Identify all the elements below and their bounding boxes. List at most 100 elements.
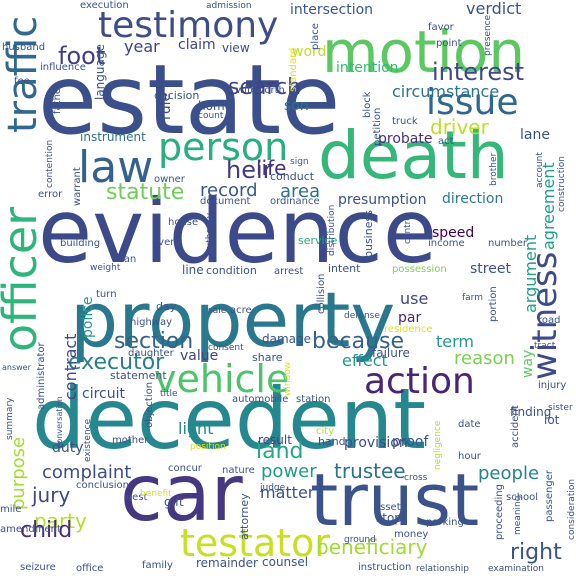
- word-injury: injury: [538, 380, 566, 391]
- word-tract: tract: [534, 341, 556, 351]
- word-effect: effect: [342, 351, 388, 370]
- word-defense: defense: [344, 311, 380, 321]
- word-intention: intention: [336, 60, 399, 76]
- word-property: property: [70, 275, 395, 364]
- word-favor: favor: [428, 22, 455, 33]
- word-husband: husband: [2, 42, 45, 53]
- word-consideration: consideration: [567, 479, 576, 540]
- word-passenger: passenger: [544, 469, 555, 522]
- word-place: place: [310, 23, 321, 50]
- word-money: money: [394, 529, 428, 540]
- word-duty: duty: [52, 440, 84, 456]
- word-house: house: [168, 217, 198, 228]
- word-road: road: [538, 315, 561, 326]
- word-right: right: [510, 540, 562, 565]
- word-relationship: relationship: [416, 564, 469, 574]
- word-traffic: traffic: [0, 16, 46, 133]
- word-ordinance: ordinance: [270, 196, 320, 207]
- word-daughter: daughter: [128, 348, 175, 359]
- word-land: land: [256, 439, 304, 464]
- word-objection: objection: [144, 382, 155, 428]
- word-station: station: [296, 394, 330, 405]
- word-driver: driver: [430, 115, 490, 139]
- word-west: west: [124, 492, 148, 503]
- word-sale: sale: [208, 306, 227, 316]
- word-position: position: [190, 442, 226, 452]
- word-proof: proof: [392, 434, 429, 450]
- word-family: family: [142, 560, 173, 571]
- word-section: section: [114, 329, 193, 354]
- word-owner: owner: [154, 174, 186, 185]
- word-lane: lane: [520, 127, 550, 143]
- word-term: term: [436, 332, 474, 351]
- word-because: because: [312, 329, 404, 354]
- word-automobile: automobile: [232, 394, 288, 405]
- word-asset: asset: [374, 502, 401, 513]
- word-benefit: benefit: [140, 489, 172, 499]
- word-testator: testator: [180, 521, 330, 565]
- word-officer: officer: [0, 207, 47, 352]
- word-standard: standard: [288, 48, 299, 92]
- word-vehicle: vehicle: [154, 357, 289, 401]
- word-evidence: evidence: [38, 180, 437, 283]
- word-motion: motion: [322, 18, 525, 86]
- word-foot: foot: [58, 42, 105, 70]
- word-control: control: [403, 213, 413, 244]
- word-distribution: distribution: [327, 205, 337, 256]
- word-attorney: attorney: [238, 493, 251, 540]
- word-failure: failure: [372, 346, 410, 360]
- word-agreement: agreement: [539, 162, 558, 250]
- word-contention: contention: [45, 140, 55, 188]
- word-business: business: [362, 210, 375, 258]
- word-possession: possession: [392, 264, 447, 275]
- word-conclusion: conclusion: [76, 480, 129, 491]
- word-amendment: amendment: [0, 524, 61, 535]
- word-statement: statement: [110, 369, 167, 382]
- word-hand: hand: [318, 435, 346, 448]
- word-contract: contract: [61, 334, 80, 400]
- word-area: area: [280, 181, 320, 202]
- word-authority: authority: [205, 212, 215, 254]
- word-life: life: [256, 156, 286, 180]
- word-service: service: [298, 234, 338, 247]
- word-influence: influence: [40, 62, 86, 73]
- word-stop: stop: [376, 511, 402, 525]
- word-trust: trust: [310, 458, 479, 542]
- word-law: law: [78, 142, 153, 193]
- word-father: father: [52, 83, 63, 114]
- word-point: point: [436, 38, 462, 49]
- word-year: year: [124, 37, 160, 56]
- word-child: child: [20, 518, 72, 543]
- word-acre: acre: [230, 305, 252, 316]
- word-weight: weight: [90, 263, 121, 273]
- word-action: action: [364, 361, 475, 402]
- word-accident: accident: [510, 405, 521, 448]
- word-title: title: [160, 389, 178, 399]
- word-presence: presence: [483, 14, 493, 56]
- word-turn: turn: [96, 289, 117, 300]
- word-issue: issue: [426, 82, 518, 123]
- word-instruction: instruction: [358, 562, 411, 573]
- word-income: income: [428, 238, 465, 249]
- word-sign: sign: [290, 157, 309, 167]
- word-direction: direction: [442, 191, 503, 207]
- word-way: way: [520, 350, 536, 378]
- word-admission: admission: [206, 1, 252, 11]
- word-reason: reason: [454, 348, 515, 369]
- word-conduct: conduct: [270, 170, 315, 183]
- word-testimony: testimony: [98, 5, 278, 46]
- word-date: date: [458, 419, 481, 430]
- word-fee: fee: [14, 76, 30, 87]
- word-light: light: [178, 419, 213, 438]
- word-view: view: [222, 41, 250, 55]
- word-proceeding: proceeding: [494, 484, 505, 540]
- word-conversation: conversation: [55, 396, 64, 448]
- word-finding: finding: [510, 405, 551, 419]
- word-summary: summary: [5, 397, 15, 440]
- word-presumption: presumption: [338, 192, 426, 208]
- word-instrument: instrument: [80, 130, 146, 144]
- word-intent: intent: [328, 262, 361, 275]
- word-intersection: intersection: [290, 2, 373, 18]
- word-car: car: [120, 449, 244, 539]
